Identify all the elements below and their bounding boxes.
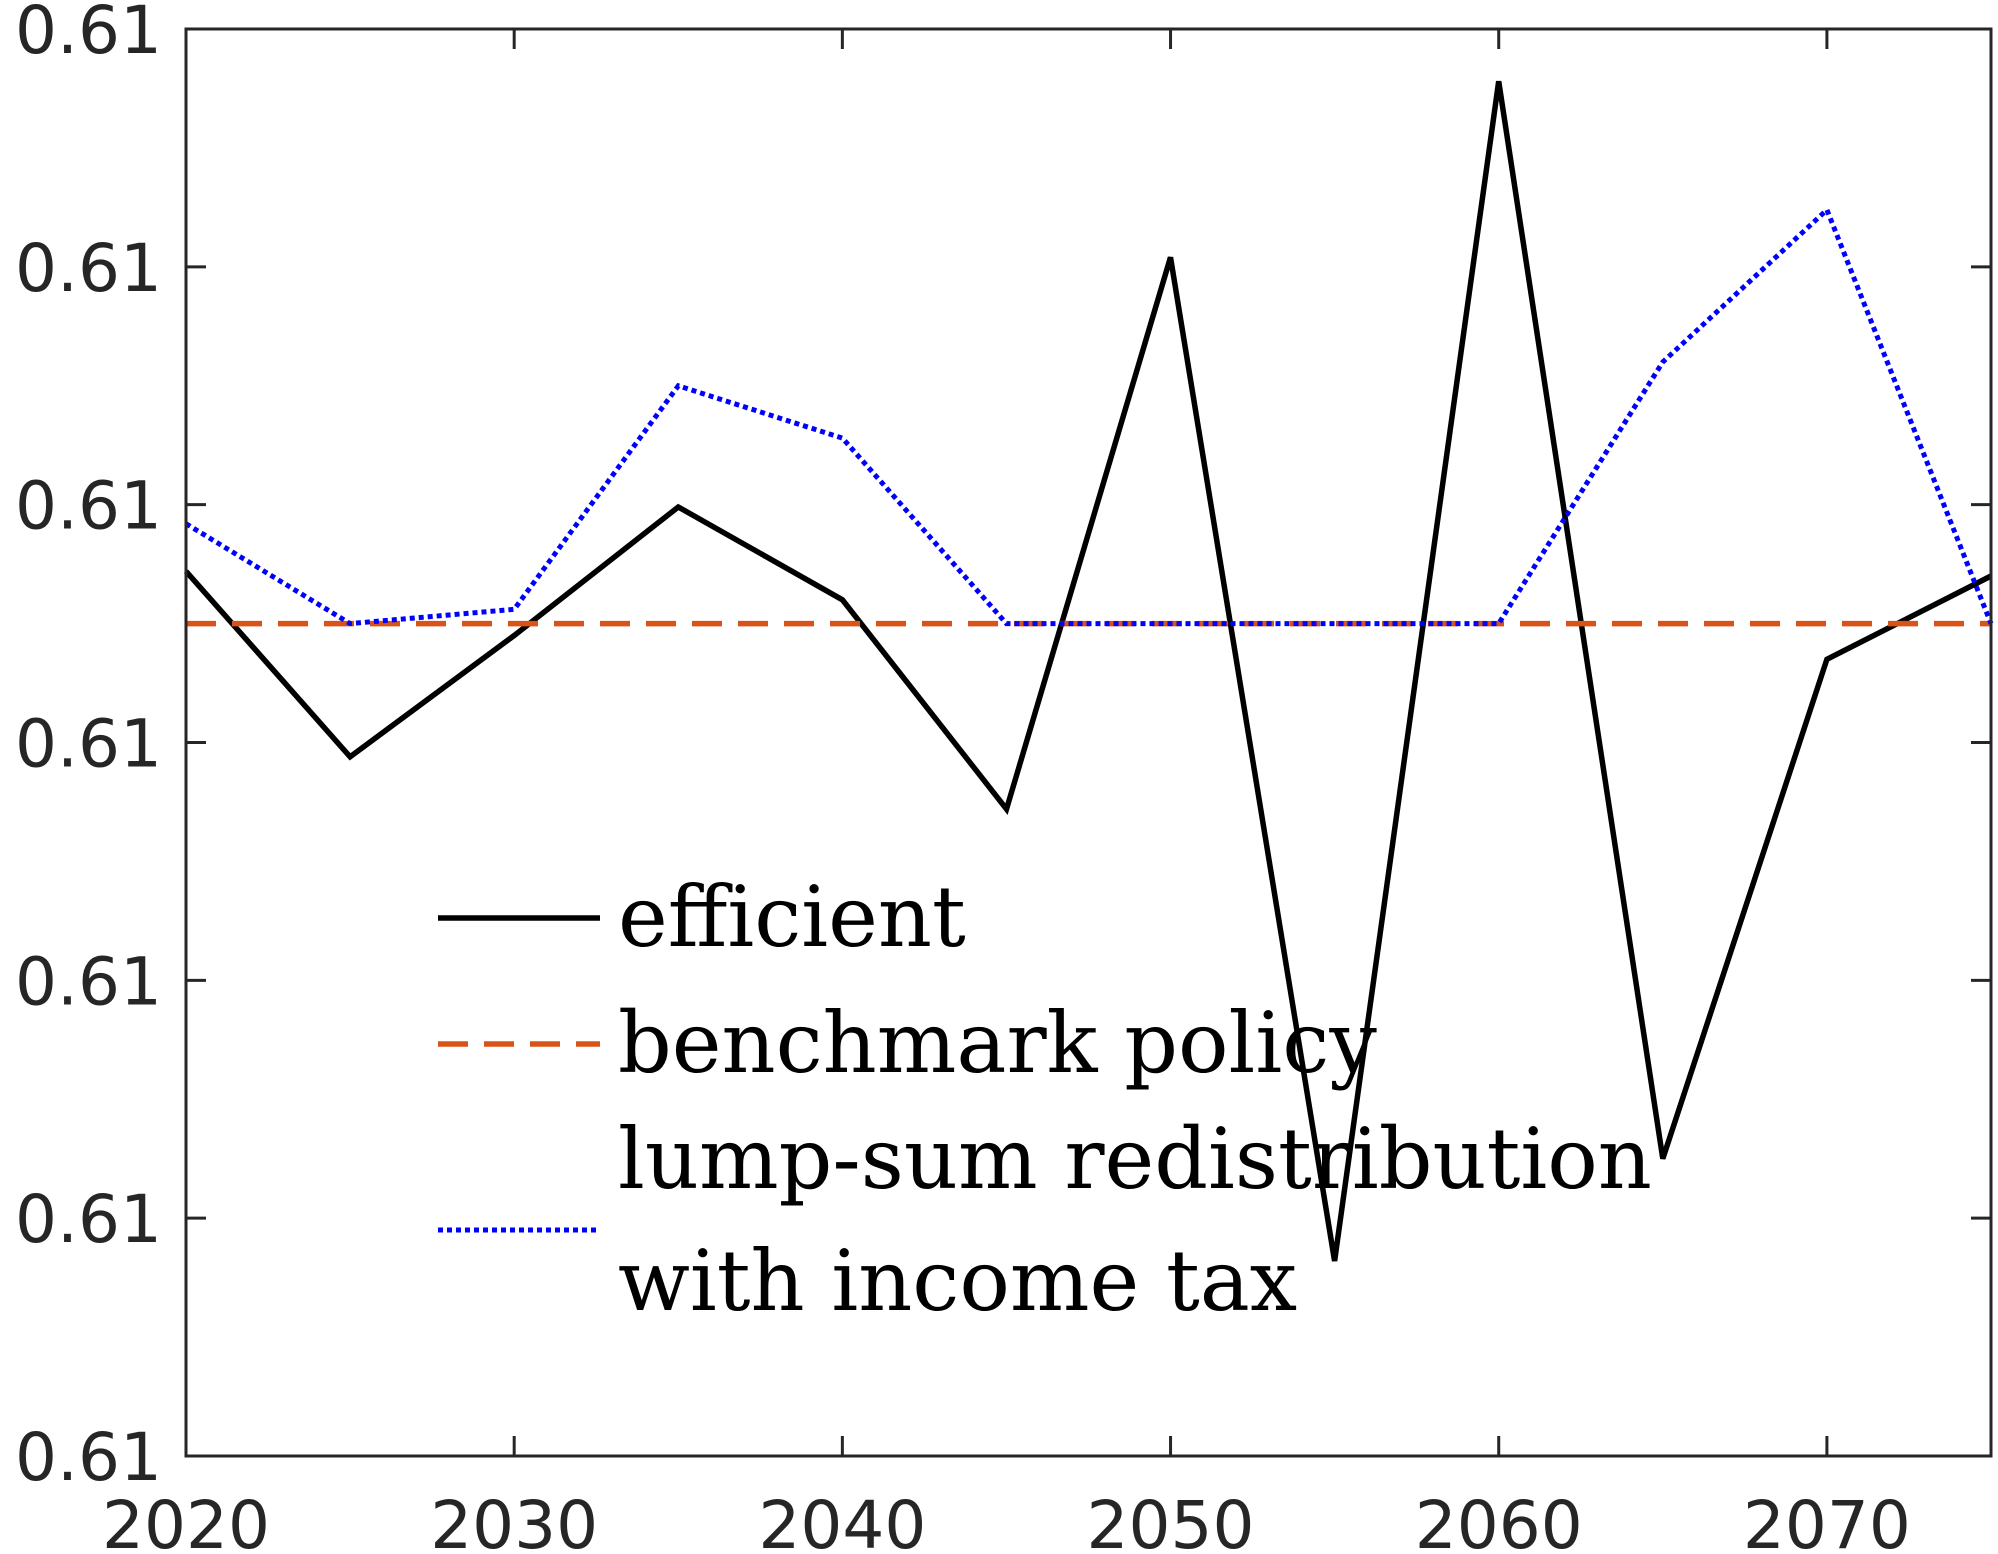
x-tick-label: 2050 (1087, 1487, 1255, 1554)
series-line-lump-sum (184, 205, 1994, 627)
y-tick-label: 0.61 (15, 706, 162, 783)
y-tick-label: 0.61 (15, 468, 162, 545)
legend: efficient benchmark policy lump-sum redi… (438, 868, 1652, 1330)
legend-label-lump-sum-line1: lump-sum redistribution (618, 1110, 1652, 1208)
legend-label-lump-sum-line2: with income tax (618, 1232, 1297, 1330)
y-tick-label: 0.61 (15, 943, 162, 1020)
y-tick-label: 0.61 (15, 230, 162, 307)
legend-label-benchmark-policy: benchmark policy (618, 994, 1377, 1092)
y-tick-label: 0.61 (15, 1181, 162, 1258)
x-tick-label: 2030 (430, 1487, 598, 1554)
x-tick-label: 2040 (758, 1487, 926, 1554)
plot-frame (184, 27, 1993, 1458)
x-tick-label: 2070 (1743, 1487, 1911, 1554)
y-tick-label: 0.61 (15, 1419, 162, 1496)
series-group (183, 80, 1994, 1262)
x-tick-label: 2020 (102, 1487, 270, 1554)
y-tick-label: 0.61 (15, 0, 162, 69)
tick-labels: 2020 2030 2040 2050 2060 2070 0.61 0.61 0.61 0.61… (15, 0, 1911, 1554)
legend-label-efficient: efficient (618, 868, 966, 966)
x-tick-label: 2060 (1415, 1487, 1583, 1554)
series-line-efficient (183, 80, 1993, 1262)
